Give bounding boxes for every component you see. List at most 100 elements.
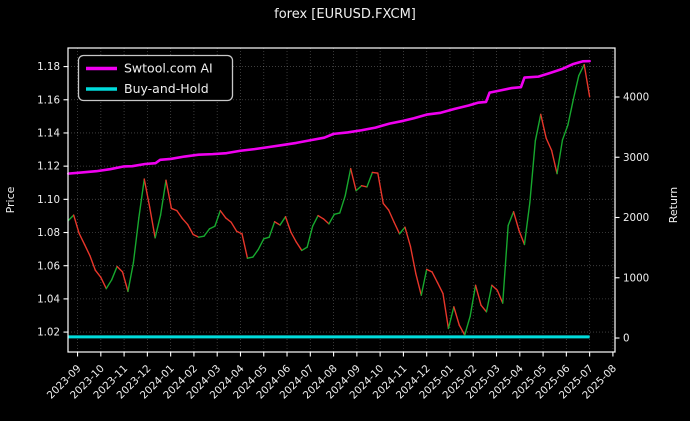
- right-tick-label: 1000: [623, 272, 649, 284]
- price-segment: [387, 209, 395, 223]
- left-tick-label: 1.04: [37, 293, 60, 305]
- price-segment: [78, 232, 86, 246]
- price-segment: [279, 216, 287, 226]
- price-segment: [366, 171, 374, 188]
- price-segment: [203, 228, 211, 237]
- price-segment: [491, 284, 498, 291]
- price-segment: [409, 245, 417, 275]
- price-segment: [567, 98, 575, 126]
- price-segment: [105, 279, 113, 290]
- right-tick-label: 0: [623, 333, 630, 345]
- price-segment: [187, 223, 194, 236]
- left-tick-label: 1.14: [37, 128, 60, 140]
- price-segment: [377, 172, 384, 205]
- price-segment: [197, 235, 205, 238]
- price-segment: [431, 271, 439, 284]
- right-tick-label: 4000: [623, 92, 649, 104]
- price-segment: [578, 63, 585, 77]
- price-segment: [415, 272, 422, 296]
- price-segment: [219, 209, 227, 219]
- price-segment: [550, 149, 558, 175]
- price-segment: [436, 281, 444, 295]
- price-segment: [89, 255, 97, 272]
- price-segment: [480, 304, 488, 313]
- price-segment: [208, 225, 216, 230]
- price-segment: [464, 315, 471, 336]
- price-series: [67, 63, 591, 336]
- price-segment: [333, 212, 341, 215]
- price-segment: [561, 124, 569, 141]
- price-segment: [181, 217, 189, 226]
- price-segment: [425, 268, 433, 273]
- price-segment: [67, 214, 75, 222]
- price-segment: [252, 248, 260, 258]
- price-segment: [458, 324, 466, 336]
- right-tick-label: 2000: [623, 212, 649, 224]
- ai-return-line: [66, 59, 591, 175]
- price-segment: [512, 211, 520, 232]
- price-segment: [263, 236, 270, 240]
- left-axis-label: Price: [4, 186, 17, 213]
- right-tick-label: 3000: [623, 152, 649, 164]
- left-tick-label: 1.02: [37, 327, 60, 339]
- price-segment: [257, 238, 265, 251]
- price-segment: [485, 284, 493, 313]
- price-segment: [127, 262, 135, 293]
- price-segment: [214, 209, 222, 227]
- price-segment: [507, 211, 515, 227]
- price-segment: [534, 113, 542, 142]
- price-segment: [393, 221, 401, 235]
- price-segment: [100, 276, 107, 290]
- price-segment: [121, 271, 129, 293]
- price-segment: [317, 214, 325, 220]
- price-segment: [149, 206, 156, 239]
- price-segment: [360, 185, 368, 188]
- price-segment: [225, 217, 232, 223]
- left-tick-label: 1.16: [37, 94, 60, 106]
- price-segment: [94, 269, 102, 279]
- price-segment: [523, 201, 531, 246]
- price-segment: [474, 284, 482, 306]
- price-segment: [502, 224, 509, 304]
- price-segment: [138, 178, 145, 219]
- price-segment: [339, 194, 346, 214]
- series-layer: [66, 59, 591, 339]
- price-segment: [540, 113, 547, 139]
- price-segment: [284, 216, 292, 233]
- price-segment: [322, 218, 330, 225]
- price-segment: [371, 171, 379, 174]
- price-segment: [246, 256, 254, 259]
- right-axis-label: Return: [667, 187, 680, 224]
- price-segment: [235, 230, 243, 235]
- price-segment: [311, 214, 319, 227]
- price-segment: [116, 265, 124, 273]
- price-segment: [442, 292, 450, 330]
- price-segment: [382, 202, 390, 211]
- price-segment: [301, 246, 308, 252]
- legend-label-ai: Swtool.com AI: [124, 61, 213, 76]
- price-segment: [404, 226, 412, 247]
- price-segment: [453, 306, 460, 326]
- price-segment: [545, 137, 553, 152]
- left-tick-label: 1.06: [37, 260, 60, 272]
- price-segment: [143, 178, 151, 209]
- price-segment: [165, 179, 173, 210]
- legend: Swtool.com AI Buy-and-Hold: [77, 54, 234, 102]
- price-segment: [154, 214, 162, 239]
- price-segment: [306, 225, 314, 248]
- price-segment: [355, 185, 363, 192]
- price-segment: [72, 214, 80, 235]
- price-segment: [268, 221, 276, 238]
- price-segment: [241, 233, 249, 259]
- price-segment: [344, 167, 352, 197]
- price-segment: [159, 179, 167, 216]
- price-segment: [583, 63, 591, 98]
- left-tick-label: 1.08: [37, 227, 60, 239]
- legend-label-buyhold: Buy-and-Hold: [124, 81, 209, 96]
- price-segment: [132, 217, 140, 264]
- price-segment: [496, 289, 504, 304]
- plot-frame: [67, 47, 616, 353]
- price-segment: [556, 139, 564, 175]
- price-segment: [230, 221, 238, 232]
